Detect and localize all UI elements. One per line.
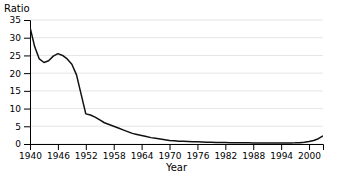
y-axis-title: Ratio bbox=[4, 3, 30, 14]
y-tick: 30 bbox=[10, 33, 30, 43]
x-tick: 1970 bbox=[159, 144, 182, 161]
x-tick-label: 1994 bbox=[270, 151, 293, 161]
y-tick: 25 bbox=[10, 51, 30, 61]
x-tick: 1988 bbox=[242, 144, 265, 161]
x-tick-label: 1940 bbox=[19, 151, 42, 161]
x-tick-label: 1958 bbox=[103, 151, 126, 161]
x-tick-mark bbox=[142, 144, 143, 150]
axis-line bbox=[31, 145, 324, 151]
x-tick-label: 1982 bbox=[214, 151, 237, 161]
y-tick-mark bbox=[24, 126, 30, 127]
x-axis: 1940 1946 1952 1958 1964 1970 1976 1982 1988 1994… bbox=[19, 144, 323, 161]
y-tick: 0 bbox=[15, 139, 30, 149]
y-tick-mark bbox=[24, 55, 30, 56]
x-tick-mark bbox=[281, 144, 282, 150]
y-tick-label: 0 bbox=[15, 139, 21, 149]
x-tick-mark bbox=[86, 144, 87, 150]
x-tick-mark bbox=[253, 144, 254, 150]
axis-line bbox=[24, 21, 31, 145]
y-axis: 0 5 10 15 20 25 30 35 bbox=[10, 15, 31, 149]
y-tick-label: 10 bbox=[10, 104, 22, 114]
grid-line bbox=[30, 126, 323, 127]
y-tick-label: 20 bbox=[10, 69, 22, 79]
grid bbox=[30, 20, 323, 144]
plot: 1940 1946 1952 1958 1964 1970 1976 1982 1988 1994… bbox=[10, 15, 324, 161]
y-tick-label: 35 bbox=[10, 15, 21, 25]
y-tick-mark bbox=[24, 91, 30, 92]
x-tick-mark bbox=[225, 144, 226, 150]
y-tick-label: 5 bbox=[15, 122, 21, 132]
grid-line bbox=[30, 73, 323, 74]
y-tick-mark bbox=[24, 73, 30, 74]
y-tick-label: 15 bbox=[10, 86, 21, 96]
x-tick-mark bbox=[170, 144, 171, 150]
x-tick-mark bbox=[197, 144, 198, 150]
grid-line bbox=[30, 55, 323, 56]
x-tick: 1964 bbox=[131, 144, 154, 161]
x-tick-label: 1952 bbox=[75, 151, 98, 161]
y-tick: 35 bbox=[10, 15, 30, 25]
x-tick: 1952 bbox=[75, 144, 98, 161]
y-tick-mark bbox=[24, 38, 30, 39]
x-tick-label: 1976 bbox=[186, 151, 209, 161]
y-tick-label: 25 bbox=[10, 51, 21, 61]
x-tick-mark bbox=[114, 144, 115, 150]
y-tick: 5 bbox=[15, 122, 30, 132]
x-tick: 1940 bbox=[19, 144, 42, 161]
y-tick-mark bbox=[24, 144, 30, 145]
x-tick-label: 1970 bbox=[159, 151, 182, 161]
x-tick: 1976 bbox=[186, 144, 209, 161]
y-tick: 15 bbox=[10, 86, 30, 96]
x-tick-label: 1946 bbox=[47, 151, 70, 161]
y-tick-mark bbox=[24, 109, 30, 110]
chart: 1940 1946 1952 1958 1964 1970 1976 1982 1988 1994… bbox=[0, 0, 337, 174]
grid-line bbox=[30, 108, 323, 109]
x-tick-label: 2000 bbox=[298, 151, 321, 161]
x-tick-mark bbox=[58, 144, 59, 150]
grid-line bbox=[30, 37, 323, 38]
x-tick: 1994 bbox=[270, 144, 293, 161]
y-tick: 10 bbox=[10, 104, 30, 114]
marks bbox=[30, 27, 323, 143]
x-tick-label: 1988 bbox=[242, 151, 265, 161]
grid-line bbox=[30, 20, 323, 21]
y-tick-label: 30 bbox=[10, 33, 22, 43]
x-tick: 1946 bbox=[47, 144, 70, 161]
y-tick-mark bbox=[24, 20, 30, 21]
line bbox=[30, 27, 323, 143]
x-tick: 2000 bbox=[298, 144, 321, 161]
x-axis-title: Year bbox=[165, 162, 188, 173]
x-tick-mark bbox=[309, 144, 310, 150]
grid-line bbox=[30, 90, 323, 91]
y-tick: 20 bbox=[10, 69, 30, 79]
x-tick: 1958 bbox=[103, 144, 126, 161]
x-tick: 1982 bbox=[214, 144, 237, 161]
x-tick-label: 1964 bbox=[131, 151, 154, 161]
